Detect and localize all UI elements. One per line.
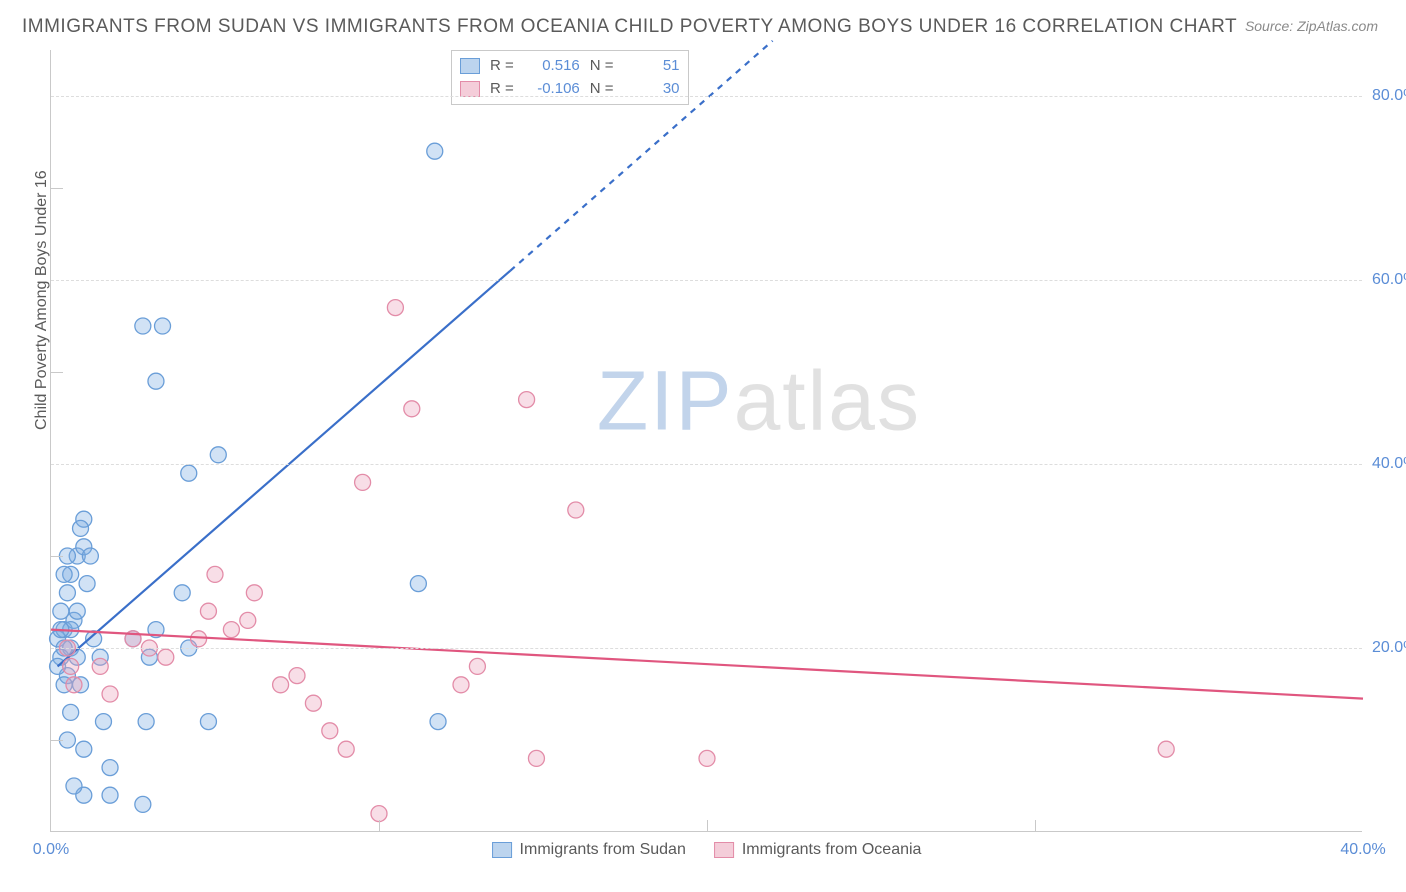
series-legend-sudan: Immigrants from Sudan: [492, 841, 686, 859]
scatter-point: [240, 612, 256, 628]
scatter-point: [66, 677, 82, 693]
scatter-point: [53, 603, 69, 619]
r-value-sudan: 0.516: [524, 55, 580, 78]
x-tick-label: 0.0%: [33, 841, 69, 859]
scatter-point: [430, 714, 446, 730]
y-axis-label: Child Poverty Among Boys Under 16: [33, 170, 51, 430]
y-tick-label: 20.0%: [1372, 639, 1406, 657]
r-label: R =: [490, 55, 514, 78]
scatter-point: [210, 447, 226, 463]
chart-plot-area: Child Poverty Among Boys Under 16 ZIPatl…: [50, 50, 1362, 832]
source-attribution: Source: ZipAtlas.com: [1245, 18, 1378, 34]
y-gridline: [51, 280, 1362, 281]
y-minor-tick: [51, 372, 63, 373]
scatter-point: [59, 585, 75, 601]
scatter-point: [66, 778, 82, 794]
scatter-point: [155, 318, 171, 334]
scatter-point: [158, 649, 174, 665]
scatter-point: [95, 714, 111, 730]
scatter-point: [191, 631, 207, 647]
scatter-point: [289, 668, 305, 684]
scatter-point: [102, 686, 118, 702]
trend-line: [58, 271, 511, 667]
scatter-point: [338, 741, 354, 757]
scatter-point: [469, 658, 485, 674]
scatter-point: [92, 658, 108, 674]
x-tick-label: 40.0%: [1340, 841, 1385, 859]
n-label: N =: [590, 55, 614, 78]
scatter-point: [453, 677, 469, 693]
scatter-point: [200, 603, 216, 619]
series-legend: Immigrants from Sudan Immigrants from Oc…: [492, 841, 922, 859]
scatter-point: [200, 714, 216, 730]
scatter-point: [1158, 741, 1174, 757]
chart-title: IMMIGRANTS FROM SUDAN VS IMMIGRANTS FROM…: [22, 16, 1237, 38]
scatter-point: [135, 318, 151, 334]
scatter-point: [63, 658, 79, 674]
y-tick-label: 40.0%: [1372, 455, 1406, 473]
scatter-point: [73, 520, 89, 536]
scatter-point: [207, 566, 223, 582]
scatter-svg: [51, 50, 1362, 831]
x-minor-tick: [707, 820, 708, 832]
scatter-point: [79, 576, 95, 592]
scatter-point: [148, 373, 164, 389]
scatter-point: [63, 704, 79, 720]
scatter-point: [427, 143, 443, 159]
x-minor-tick: [1035, 820, 1036, 832]
scatter-point: [102, 760, 118, 776]
scatter-point: [410, 576, 426, 592]
legend-swatch-oceania: [460, 81, 480, 97]
series-label-oceania: Immigrants from Oceania: [742, 841, 922, 859]
scatter-point: [174, 585, 190, 601]
scatter-point: [305, 695, 321, 711]
y-gridline: [51, 464, 1362, 465]
y-gridline: [51, 96, 1362, 97]
scatter-point: [519, 392, 535, 408]
y-minor-tick: [51, 740, 63, 741]
y-minor-tick: [51, 556, 63, 557]
scatter-point: [69, 603, 85, 619]
y-tick-label: 60.0%: [1372, 271, 1406, 289]
scatter-point: [223, 622, 239, 638]
scatter-point: [82, 548, 98, 564]
n-value-sudan: 51: [624, 55, 680, 78]
scatter-point: [387, 300, 403, 316]
scatter-point: [322, 723, 338, 739]
scatter-point: [699, 750, 715, 766]
scatter-point: [138, 714, 154, 730]
series-label-sudan: Immigrants from Sudan: [520, 841, 686, 859]
y-tick-label: 80.0%: [1372, 87, 1406, 105]
scatter-point: [246, 585, 262, 601]
scatter-point: [102, 787, 118, 803]
scatter-point: [404, 401, 420, 417]
scatter-point: [135, 796, 151, 812]
scatter-point: [56, 566, 72, 582]
series-legend-oceania: Immigrants from Oceania: [714, 841, 922, 859]
scatter-point: [568, 502, 584, 518]
scatter-point: [355, 474, 371, 490]
y-minor-tick: [51, 188, 63, 189]
legend-swatch-sudan: [460, 58, 480, 74]
scatter-point: [181, 465, 197, 481]
x-minor-tick: [379, 820, 380, 832]
legend-row-sudan: R = 0.516 N = 51: [460, 55, 680, 78]
trend-line: [51, 630, 1363, 699]
series-swatch-sudan: [492, 842, 512, 858]
series-swatch-oceania: [714, 842, 734, 858]
scatter-point: [528, 750, 544, 766]
y-gridline: [51, 648, 1362, 649]
scatter-point: [273, 677, 289, 693]
scatter-point: [76, 741, 92, 757]
